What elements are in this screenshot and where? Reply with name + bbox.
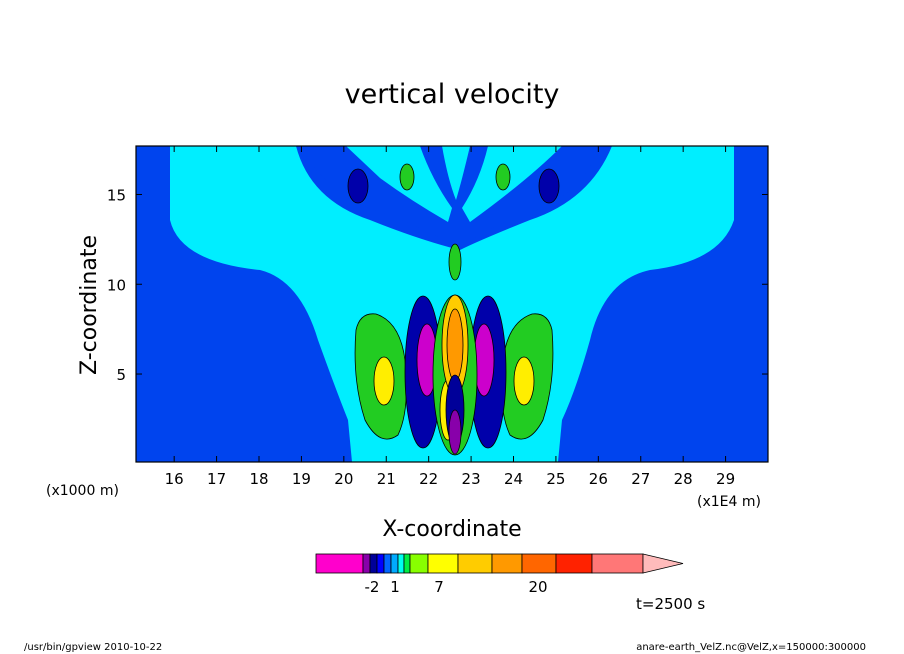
x-tick-label: 26 xyxy=(589,470,608,488)
x-tick-label: 22 xyxy=(419,470,438,488)
y-tick-label: 5 xyxy=(116,366,126,384)
plot-frame xyxy=(135,145,769,463)
colorbar-swatch xyxy=(376,553,385,574)
x-tick-label: 28 xyxy=(674,470,693,488)
x-tick-label: 27 xyxy=(631,470,650,488)
x-unit-label: (x1E4 m) xyxy=(697,494,761,510)
colorbar-swatch xyxy=(315,553,364,574)
y-tick-label: 10 xyxy=(107,276,126,294)
chart-title: vertical velocity xyxy=(345,79,560,110)
contour-field xyxy=(136,146,768,462)
time-label: t=2500 s xyxy=(636,595,705,613)
colorbar-tick-1: 1 xyxy=(390,578,400,596)
x-tick-label: 17 xyxy=(207,470,226,488)
y-tick-label: 15 xyxy=(107,186,126,204)
colorbar-swatch xyxy=(521,553,557,574)
x-tick-label: 29 xyxy=(716,470,735,488)
left-yellow-core xyxy=(373,356,395,406)
colorbar-swatch xyxy=(409,553,429,574)
colorbar-tick-7: 7 xyxy=(434,578,444,596)
footer-left: /usr/bin/gpview 2010-10-22 xyxy=(24,642,162,653)
colorbar-swatch xyxy=(383,553,392,574)
x-tick-label: 18 xyxy=(249,470,268,488)
upper-left-blob xyxy=(347,168,369,204)
colorbar-swatch xyxy=(555,553,593,574)
upper-cyan-left xyxy=(346,146,452,222)
colorbar-arrow xyxy=(642,553,684,574)
center-upper-green xyxy=(448,243,462,281)
x-tick-label: 24 xyxy=(504,470,523,488)
right-yellow-core xyxy=(513,356,535,406)
footer-right: anare-earth_VelZ.nc@VelZ,x=150000:300000 xyxy=(636,642,866,653)
x-axis-label: X-coordinate xyxy=(382,517,521,542)
x-tick-label: 20 xyxy=(334,470,353,488)
colorbar-swatch xyxy=(491,553,523,574)
upper-left-green xyxy=(399,163,415,191)
x-tick-label: 23 xyxy=(462,470,481,488)
y-axis-ticks: 5 10 15 xyxy=(107,186,768,384)
colorbar-swatch xyxy=(390,553,399,574)
upper-right-blob xyxy=(538,168,560,204)
colorbar-swatch xyxy=(457,553,493,574)
y-unit-label: (x1000 m) xyxy=(46,483,119,499)
colorbar-swatch xyxy=(427,553,459,574)
x-axis-ticks: 16 17 18 19 20 21 22 23 24 25 26 27 28 29 xyxy=(165,146,735,488)
center-orange xyxy=(446,308,464,382)
colorbar-swatch xyxy=(591,553,644,574)
upper-cyan-right xyxy=(462,146,562,222)
upper-cyan-center xyxy=(442,146,470,200)
upper-right-green xyxy=(495,163,511,191)
colorbar-swatch xyxy=(403,553,411,574)
colorbar-tick-neg2: -2 xyxy=(365,578,380,596)
y-axis-label: Z-coordinate xyxy=(77,235,102,375)
colorbar-swatch xyxy=(362,553,371,574)
colorbar-tick-20: 20 xyxy=(528,578,547,596)
colorbar-swatch xyxy=(369,553,378,574)
x-tick-label: 16 xyxy=(165,470,184,488)
x-tick-label: 21 xyxy=(377,470,396,488)
colorbar xyxy=(315,553,684,574)
x-tick-label: 25 xyxy=(546,470,565,488)
x-tick-label: 19 xyxy=(292,470,311,488)
colorbar-swatch xyxy=(397,553,405,574)
center-lower-purple xyxy=(448,409,462,455)
